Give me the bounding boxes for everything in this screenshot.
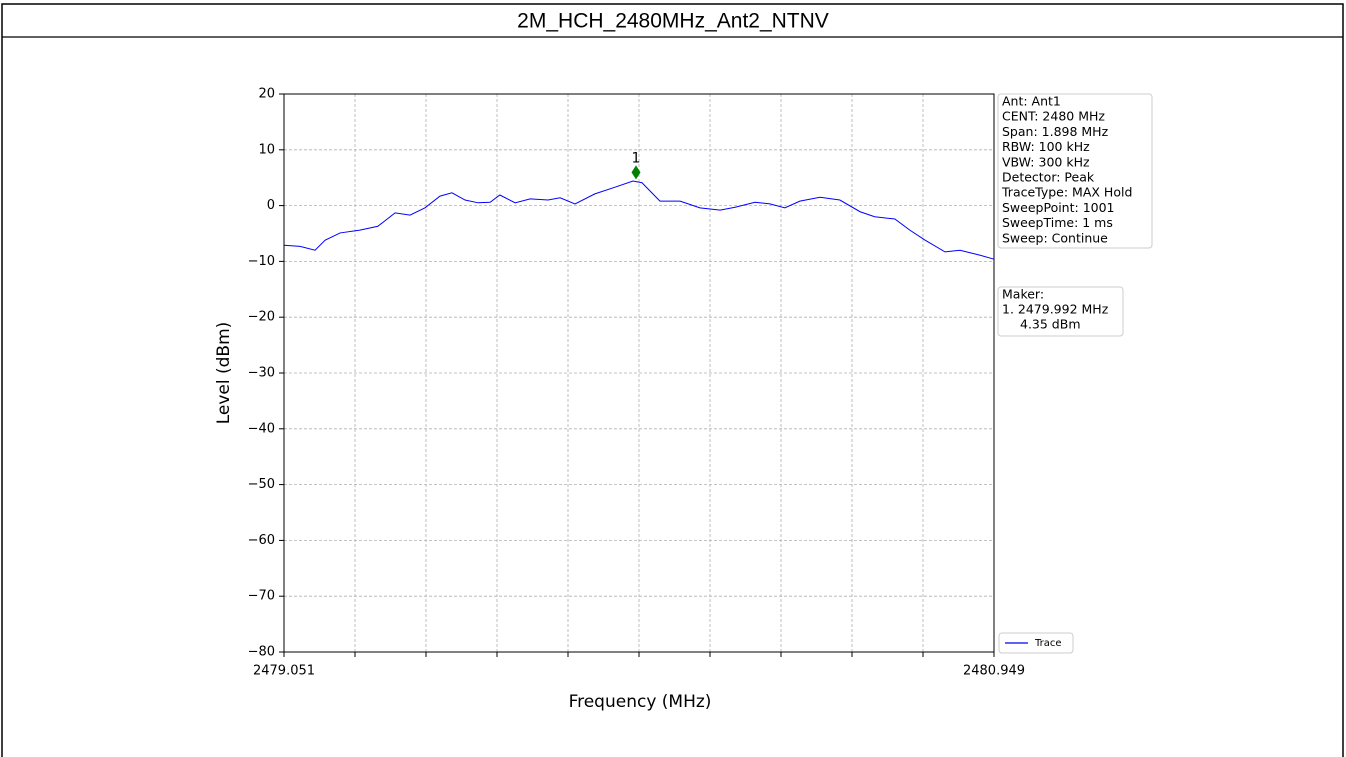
legend-box [998,632,1074,654]
y-tick-label: 10 [258,142,275,157]
info-box [997,93,1153,249]
info-line: Detector: Peak [1002,170,1095,185]
y-tick-label: −50 [248,477,275,492]
x-axis-label: Frequency (MHz) [569,692,712,712]
info-line: TraceType: MAX Hold [1001,185,1132,200]
y-axis-label: Level (dBm) [214,322,234,425]
info-line: CENT: 2480 MHz [1002,109,1105,124]
marker-y-label: 4.35 dBm [1020,317,1081,332]
y-tick-label: 20 [258,87,275,102]
x-tick-label: 2480.949 [963,664,1025,679]
marker-box [997,286,1124,337]
marker-box-title: Maker: [1002,287,1044,302]
trace-line [283,180,995,260]
y-tick-label: −80 [248,645,275,660]
y-tick-label: −60 [248,533,275,548]
outer-frame [1,3,1344,757]
info-line: SweepPoint: 1001 [1002,200,1115,215]
marker-label: 1 [632,150,641,166]
info-line: Span: 1.898 MHz [1002,124,1109,139]
plot-frame [283,93,995,653]
y-tick-label: −40 [248,421,275,436]
legend-label: Trace [1034,638,1062,649]
peak-marker [631,165,641,180]
y-tick-label: −30 [248,366,275,381]
marker-x-label: 1. 2479.992 MHz [1002,302,1109,317]
page-title: 2M_HCH_2480MHz_Ant2_NTNV [517,10,829,33]
info-line: Ant: Ant1 [1002,94,1061,109]
info-line: Sweep: Continue [1002,230,1108,245]
y-tick-label: −20 [248,310,275,325]
info-line: SweepTime: 1 ms [1002,215,1113,230]
y-tick-label: −10 [248,254,275,269]
info-line: VBW: 300 kHz [1002,154,1090,169]
y-tick-label: 0 [267,198,275,213]
x-tick-label: 2479.051 [253,664,315,679]
info-line: RBW: 100 kHz [1002,139,1090,154]
y-tick-label: −70 [248,589,275,604]
